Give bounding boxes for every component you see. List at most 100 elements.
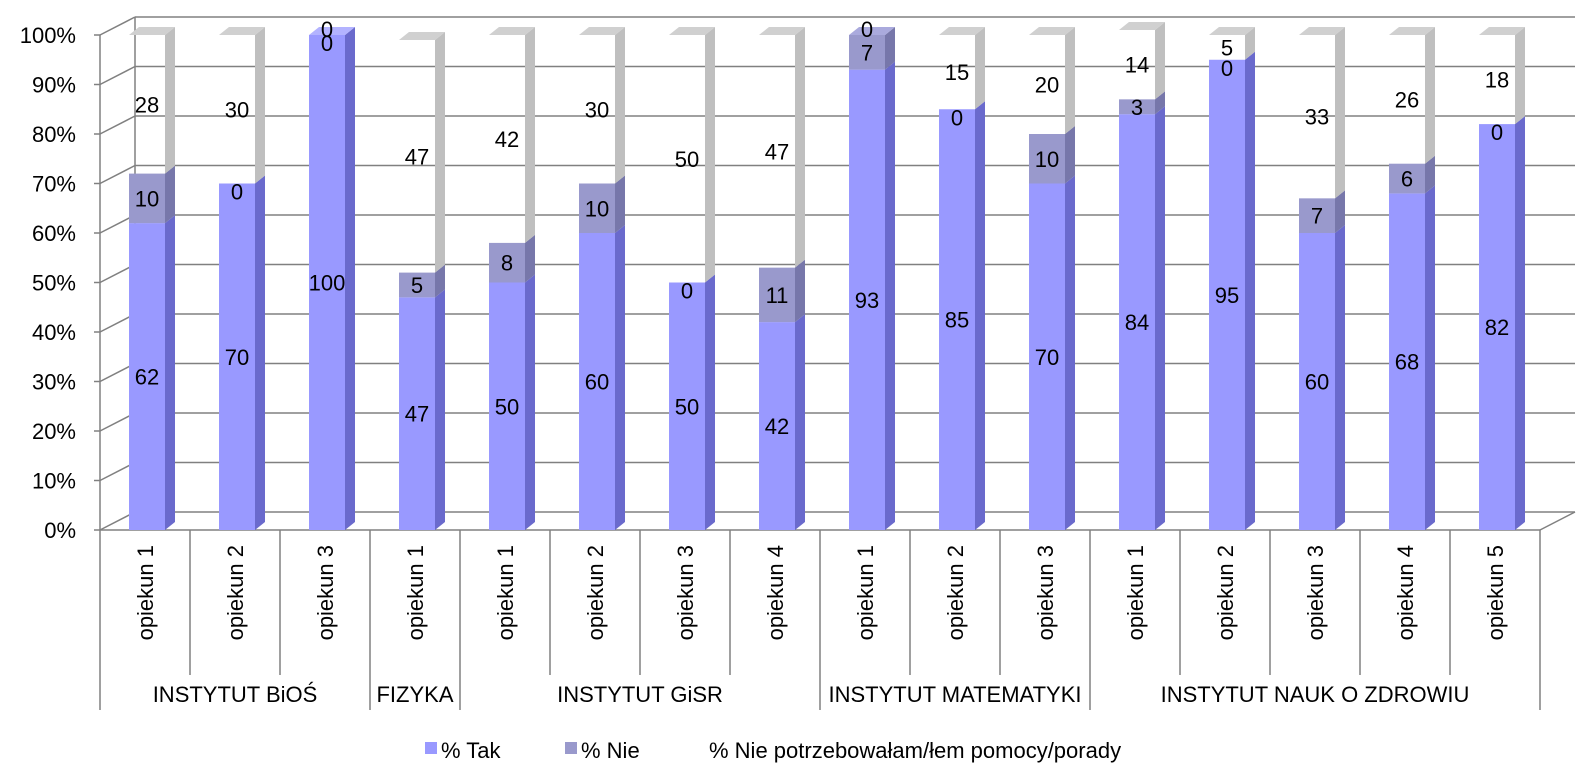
data-label: 82 bbox=[1485, 315, 1509, 340]
data-label: 42 bbox=[765, 414, 789, 439]
y-tick-label: 10% bbox=[32, 469, 76, 494]
group-label: INSTYTUT BiOŚ bbox=[153, 682, 318, 707]
bar-segment bbox=[759, 267, 795, 323]
group-label: INSTYTUT GiSR bbox=[557, 682, 723, 707]
data-label: 8 bbox=[501, 251, 513, 276]
y-tick-label: 30% bbox=[32, 370, 76, 395]
data-label: 0 bbox=[681, 279, 693, 304]
group-label: INSTYTUT MATEMATYKI bbox=[828, 682, 1081, 707]
data-label: 14 bbox=[1125, 53, 1149, 78]
y-tick-label: 40% bbox=[32, 320, 76, 345]
group-label: FIZYKA bbox=[376, 682, 453, 707]
data-label: 50 bbox=[675, 147, 699, 172]
legend: % Tak % Nie % Nie potrzebowałam/łem pomocy… bbox=[425, 738, 1121, 763]
x-tick-label: opiekun 5 bbox=[1483, 545, 1508, 640]
data-label: 50 bbox=[675, 394, 699, 419]
bar-side bbox=[1065, 27, 1075, 134]
y-tick-label: 80% bbox=[32, 122, 76, 147]
y-tick-label: 20% bbox=[32, 419, 76, 444]
bar-segment bbox=[1119, 99, 1155, 115]
bar-side bbox=[1335, 27, 1345, 199]
bar-side bbox=[1155, 91, 1165, 115]
gridline-depth bbox=[99, 115, 136, 135]
bar-segment bbox=[309, 35, 345, 530]
bar-side bbox=[525, 27, 535, 243]
data-label: 10 bbox=[1035, 147, 1059, 172]
data-label: 47 bbox=[405, 402, 429, 427]
bar-side bbox=[1155, 22, 1165, 100]
bar-side bbox=[165, 165, 175, 224]
data-label: 33 bbox=[1305, 105, 1329, 130]
y-axis: 0% 10% 20% 30% 40% 50% 60% 70% 80% 90% 100% bbox=[20, 23, 100, 543]
y-tick-label: 60% bbox=[32, 221, 76, 246]
bar-side bbox=[615, 27, 625, 184]
bar-side bbox=[705, 274, 715, 530]
data-label: 6 bbox=[1401, 167, 1413, 192]
bar-side bbox=[435, 289, 445, 530]
bar-side bbox=[345, 27, 355, 530]
bar-side bbox=[1335, 190, 1345, 233]
data-label: 11 bbox=[766, 283, 789, 308]
gridline-depth bbox=[99, 65, 136, 86]
x-tick-label: opiekun 1 bbox=[1123, 545, 1148, 640]
data-label: 70 bbox=[225, 345, 249, 370]
bar-segment bbox=[849, 35, 885, 70]
bar-side bbox=[1065, 126, 1075, 184]
x-tick-label: opiekun 1 bbox=[133, 545, 158, 640]
data-label: 84 bbox=[1125, 310, 1149, 335]
bar-side bbox=[705, 27, 715, 283]
bar-side bbox=[615, 225, 625, 530]
data-label: 47 bbox=[765, 139, 789, 164]
bar-top bbox=[939, 27, 985, 35]
bar-top bbox=[1029, 27, 1075, 35]
x-tick-label: opiekun 4 bbox=[1393, 545, 1418, 640]
x-tick-label: opiekun 2 bbox=[943, 545, 968, 640]
bar-top bbox=[669, 27, 715, 35]
data-label: 3 bbox=[1131, 95, 1143, 120]
bar-segment bbox=[219, 183, 255, 530]
bar-segment bbox=[849, 69, 885, 531]
data-label: 7 bbox=[861, 40, 873, 65]
data-label: 0 bbox=[231, 180, 243, 205]
bar-top bbox=[1209, 27, 1255, 35]
bar-segment bbox=[579, 233, 615, 530]
bar-segment bbox=[1299, 233, 1335, 530]
gridline-depth bbox=[99, 164, 136, 185]
bar-top bbox=[1299, 27, 1345, 35]
x-tick-label: opiekun 1 bbox=[853, 545, 878, 640]
bar-segment bbox=[489, 242, 525, 283]
bar-top bbox=[1389, 27, 1435, 35]
data-label: 95 bbox=[1215, 283, 1239, 308]
x-axis: opiekun 1 opiekun 2 opiekun 3 opiekun 1 opie… bbox=[99, 530, 1541, 710]
bar-segment bbox=[579, 183, 615, 233]
legend-swatch bbox=[693, 742, 705, 754]
data-label: 85 bbox=[945, 308, 969, 333]
y-tick-label: 100% bbox=[20, 23, 76, 48]
x-tick-label: opiekun 1 bbox=[403, 545, 428, 640]
bar-segment bbox=[129, 173, 165, 224]
data-label: 42 bbox=[495, 127, 519, 152]
x-tick-label: opiekun 3 bbox=[313, 545, 338, 640]
bar-side bbox=[1515, 116, 1525, 530]
x-tick-label: opiekun 3 bbox=[1033, 545, 1058, 640]
data-label: 18 bbox=[1485, 68, 1509, 93]
bar-side bbox=[525, 274, 535, 530]
bar-side bbox=[1425, 155, 1435, 194]
data-label: 0 bbox=[1221, 56, 1233, 81]
x-tick-label: opiekun 4 bbox=[763, 545, 788, 640]
bar-segment bbox=[1389, 163, 1425, 194]
data-label: 7 bbox=[1311, 204, 1323, 229]
data-label: 68 bbox=[1395, 350, 1419, 375]
bar-side bbox=[525, 234, 535, 283]
bar-segment bbox=[399, 272, 435, 298]
legend-swatch bbox=[425, 742, 437, 754]
bar-top bbox=[309, 27, 355, 35]
bar-segment bbox=[939, 109, 975, 530]
legend-entry: % Nie bbox=[581, 738, 640, 763]
bar-side bbox=[1245, 51, 1255, 530]
bar-top bbox=[129, 27, 175, 35]
data-label: 93 bbox=[855, 288, 879, 313]
data-label: 30 bbox=[585, 97, 609, 122]
bar-segment bbox=[1479, 124, 1515, 530]
